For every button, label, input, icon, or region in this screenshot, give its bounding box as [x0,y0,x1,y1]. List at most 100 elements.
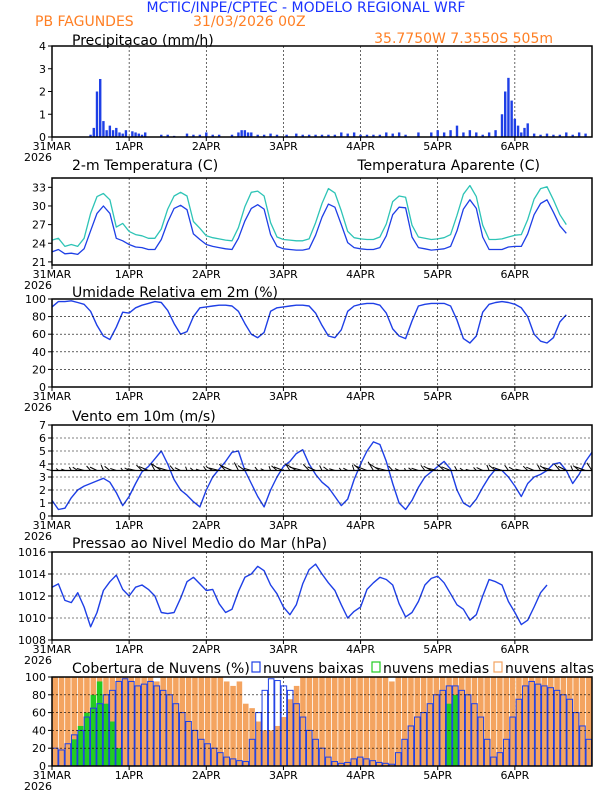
wind-arrow [369,463,381,471]
x-tick-label: 3APR [269,769,298,782]
pressure-panel: 1008 1010 1012 1014 1016 31MAR 1APR 2APR 3APR 4A… [18,536,593,667]
cloud-high-bar [236,681,243,766]
y-tick-label: 3 [39,471,46,484]
wind-arrow [338,467,342,471]
cloud-mid-bar [96,681,103,766]
x-tick-label: 3APR [269,140,298,153]
x-year-label: 2026 [24,401,52,414]
y-tick-label: 1012 [18,590,46,603]
cloud-high-bar [325,677,332,766]
apparent-temperature-legend: Temperatura Aparente (C) [356,158,540,174]
cloud-high-bar [401,677,408,766]
cloud-high-bar [160,677,166,766]
precip-bar [121,133,124,137]
wind-arrow [426,467,438,471]
wind-arrow [486,464,490,471]
cloud-mid-bar [77,725,84,766]
wind-arrow [203,466,207,471]
x-tick-label: 31MAR [33,268,72,281]
humidity-gridlines [51,299,516,387]
y-tick-label: 100 [25,671,46,684]
cloud-mid-bar [446,703,452,766]
x-tick-label: 31MAR [33,769,72,782]
wind-arrow [100,464,104,471]
precip-bar [160,134,163,137]
cloud-high-bar [52,677,58,766]
precip-bar [385,132,388,137]
y-tick-label: 80 [32,311,46,324]
y-tick-label: 2 [39,86,46,99]
cloud-high-bar [586,677,592,766]
cloud-high-bar [312,677,319,766]
wind-arrow [459,467,464,471]
precip-bar [275,134,279,137]
clouds-legend: nuvens baixas nuvens medias nuvens altas [251,661,594,677]
x-tick-label: 5APR [423,268,452,281]
temperature-frame [51,177,593,266]
precip-bar [404,134,407,137]
cloud-high-bar [509,677,516,766]
precip-bar [92,127,95,137]
x-tick-label: 1APR [115,769,144,782]
wind-arrow [89,466,98,471]
cloud-high-bar [338,677,344,766]
precip-bar [327,134,330,137]
cloud-high-bar [478,677,484,766]
precip-title: Precipitacao (mm/h) [72,33,214,49]
precip-bar [243,130,247,137]
station-name: PB FAGUNDES [35,14,134,30]
cloud-high-bar [554,677,560,766]
temperature-line [51,199,567,256]
cloud-high-bar [344,677,351,766]
precip-bar [250,132,253,137]
wind-arrow [329,468,336,471]
wind-arrow [492,466,503,471]
cloud-high-bar [230,685,236,766]
precip-bar [307,134,311,137]
wind-arrow [504,464,509,471]
temperature-title: 2-m Temperatura (C) [72,158,218,174]
cloud-high-bar [389,681,395,766]
x-tick-label: 3APR [269,643,298,656]
wind-arrow [138,466,149,471]
legend-mid-swatch [371,661,381,673]
x-tick-label: 5APR [423,390,452,403]
wind-arrow [476,467,483,471]
precip-bar [192,134,195,137]
cloud-high-bar [255,721,262,766]
wind-arrow [488,464,496,471]
cloud-high-bar [541,677,548,766]
wind-arrow [76,467,85,471]
wind-arrow [110,467,117,471]
cloud-high-bar [154,681,160,766]
cloud-high-bar [166,677,173,766]
wind-arrow [127,468,136,471]
precip-bar [449,130,452,137]
precip-bar [301,134,304,137]
precip-frame [51,45,593,138]
y-tick-label: 0 [39,760,46,773]
x-tick-label: 4APR [346,643,375,656]
precip-bar [111,130,115,137]
y-tick-label: 80 [32,689,46,702]
precip-bar [295,133,298,137]
wind-arrow [465,468,470,471]
cloud-high-bar [115,677,122,766]
precip-bar [481,134,484,137]
precip-bar [205,132,208,137]
precip-bar [352,132,356,137]
precip-bar [115,127,118,137]
precip-bar [237,132,240,137]
cloud-high-bar [439,677,446,766]
precip-bar [211,134,214,137]
precip-bar [584,133,587,137]
wind-arrow [374,467,387,471]
temperature-x-axis: 31MAR 1APR 2APR 3APR 4APR 5APR 6APR 2026 [24,265,530,292]
precip-bar [217,134,221,137]
wind-arrow [537,464,542,471]
cloud-high-bar [465,677,471,766]
y-tick-label: 0 [39,510,46,523]
wind-arrow [574,466,586,471]
legend-high-label: nuvens altas [505,661,594,677]
wind-arrow [441,466,451,471]
